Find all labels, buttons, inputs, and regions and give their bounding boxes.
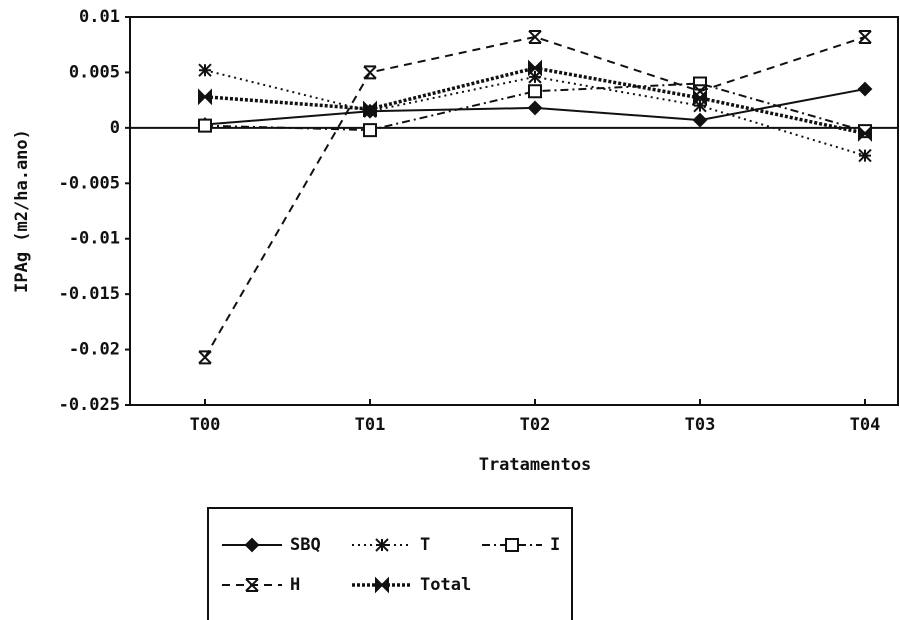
y-tick-label: -0.01 [69, 229, 120, 249]
series-marker [693, 98, 707, 113]
series-marker [692, 112, 708, 128]
y-tick-label: -0.005 [59, 173, 120, 193]
series-marker [858, 29, 872, 44]
series-line [204, 82, 866, 133]
series-marker [363, 65, 377, 80]
x-tick-label: T03 [685, 415, 716, 435]
series-marker [858, 124, 872, 142]
series-marker [693, 89, 707, 107]
x-tick-label: T04 [850, 415, 881, 435]
legend-box [207, 507, 573, 620]
legend-marker [505, 538, 519, 552]
legend-marker [244, 537, 260, 553]
legend-label: SBQ [290, 535, 321, 555]
y-axis-label: IPAg (m2/ha.ano) [12, 129, 32, 293]
series-marker [363, 123, 377, 138]
plot-frame [129, 16, 899, 406]
y-tick-label: 0.005 [69, 62, 120, 82]
series-marker [528, 59, 542, 77]
legend-marker [375, 538, 389, 552]
legend-label: T [420, 535, 430, 555]
y-tick-label: -0.015 [59, 284, 120, 304]
series-marker [858, 148, 872, 163]
series-marker [527, 100, 543, 116]
series-marker [363, 100, 377, 118]
x-tick-label: T00 [190, 415, 221, 435]
x-tick-label: T01 [355, 415, 386, 435]
series-marker [198, 63, 212, 77]
y-tick-label: 0.01 [79, 7, 120, 27]
x-tick-label: T02 [520, 415, 551, 435]
legend-marker [245, 578, 259, 592]
legend-label: H [290, 575, 300, 595]
x-axis-label: Tratamentos [479, 455, 592, 475]
y-tick-label: -0.02 [69, 340, 120, 360]
series-marker [198, 88, 212, 106]
series-line [204, 35, 866, 358]
legend-label: I [550, 535, 560, 555]
series-marker [693, 84, 707, 99]
series-marker [528, 29, 542, 44]
series-marker [198, 118, 212, 133]
y-tick-label: 0 [110, 118, 120, 138]
legend-label: Total [420, 575, 471, 595]
series-marker [363, 104, 377, 118]
y-tick-label: -0.025 [59, 395, 120, 415]
series-marker [528, 84, 542, 99]
legend-marker [375, 576, 389, 594]
series-marker [528, 70, 542, 84]
series-marker [198, 350, 212, 365]
series-marker [857, 81, 873, 97]
